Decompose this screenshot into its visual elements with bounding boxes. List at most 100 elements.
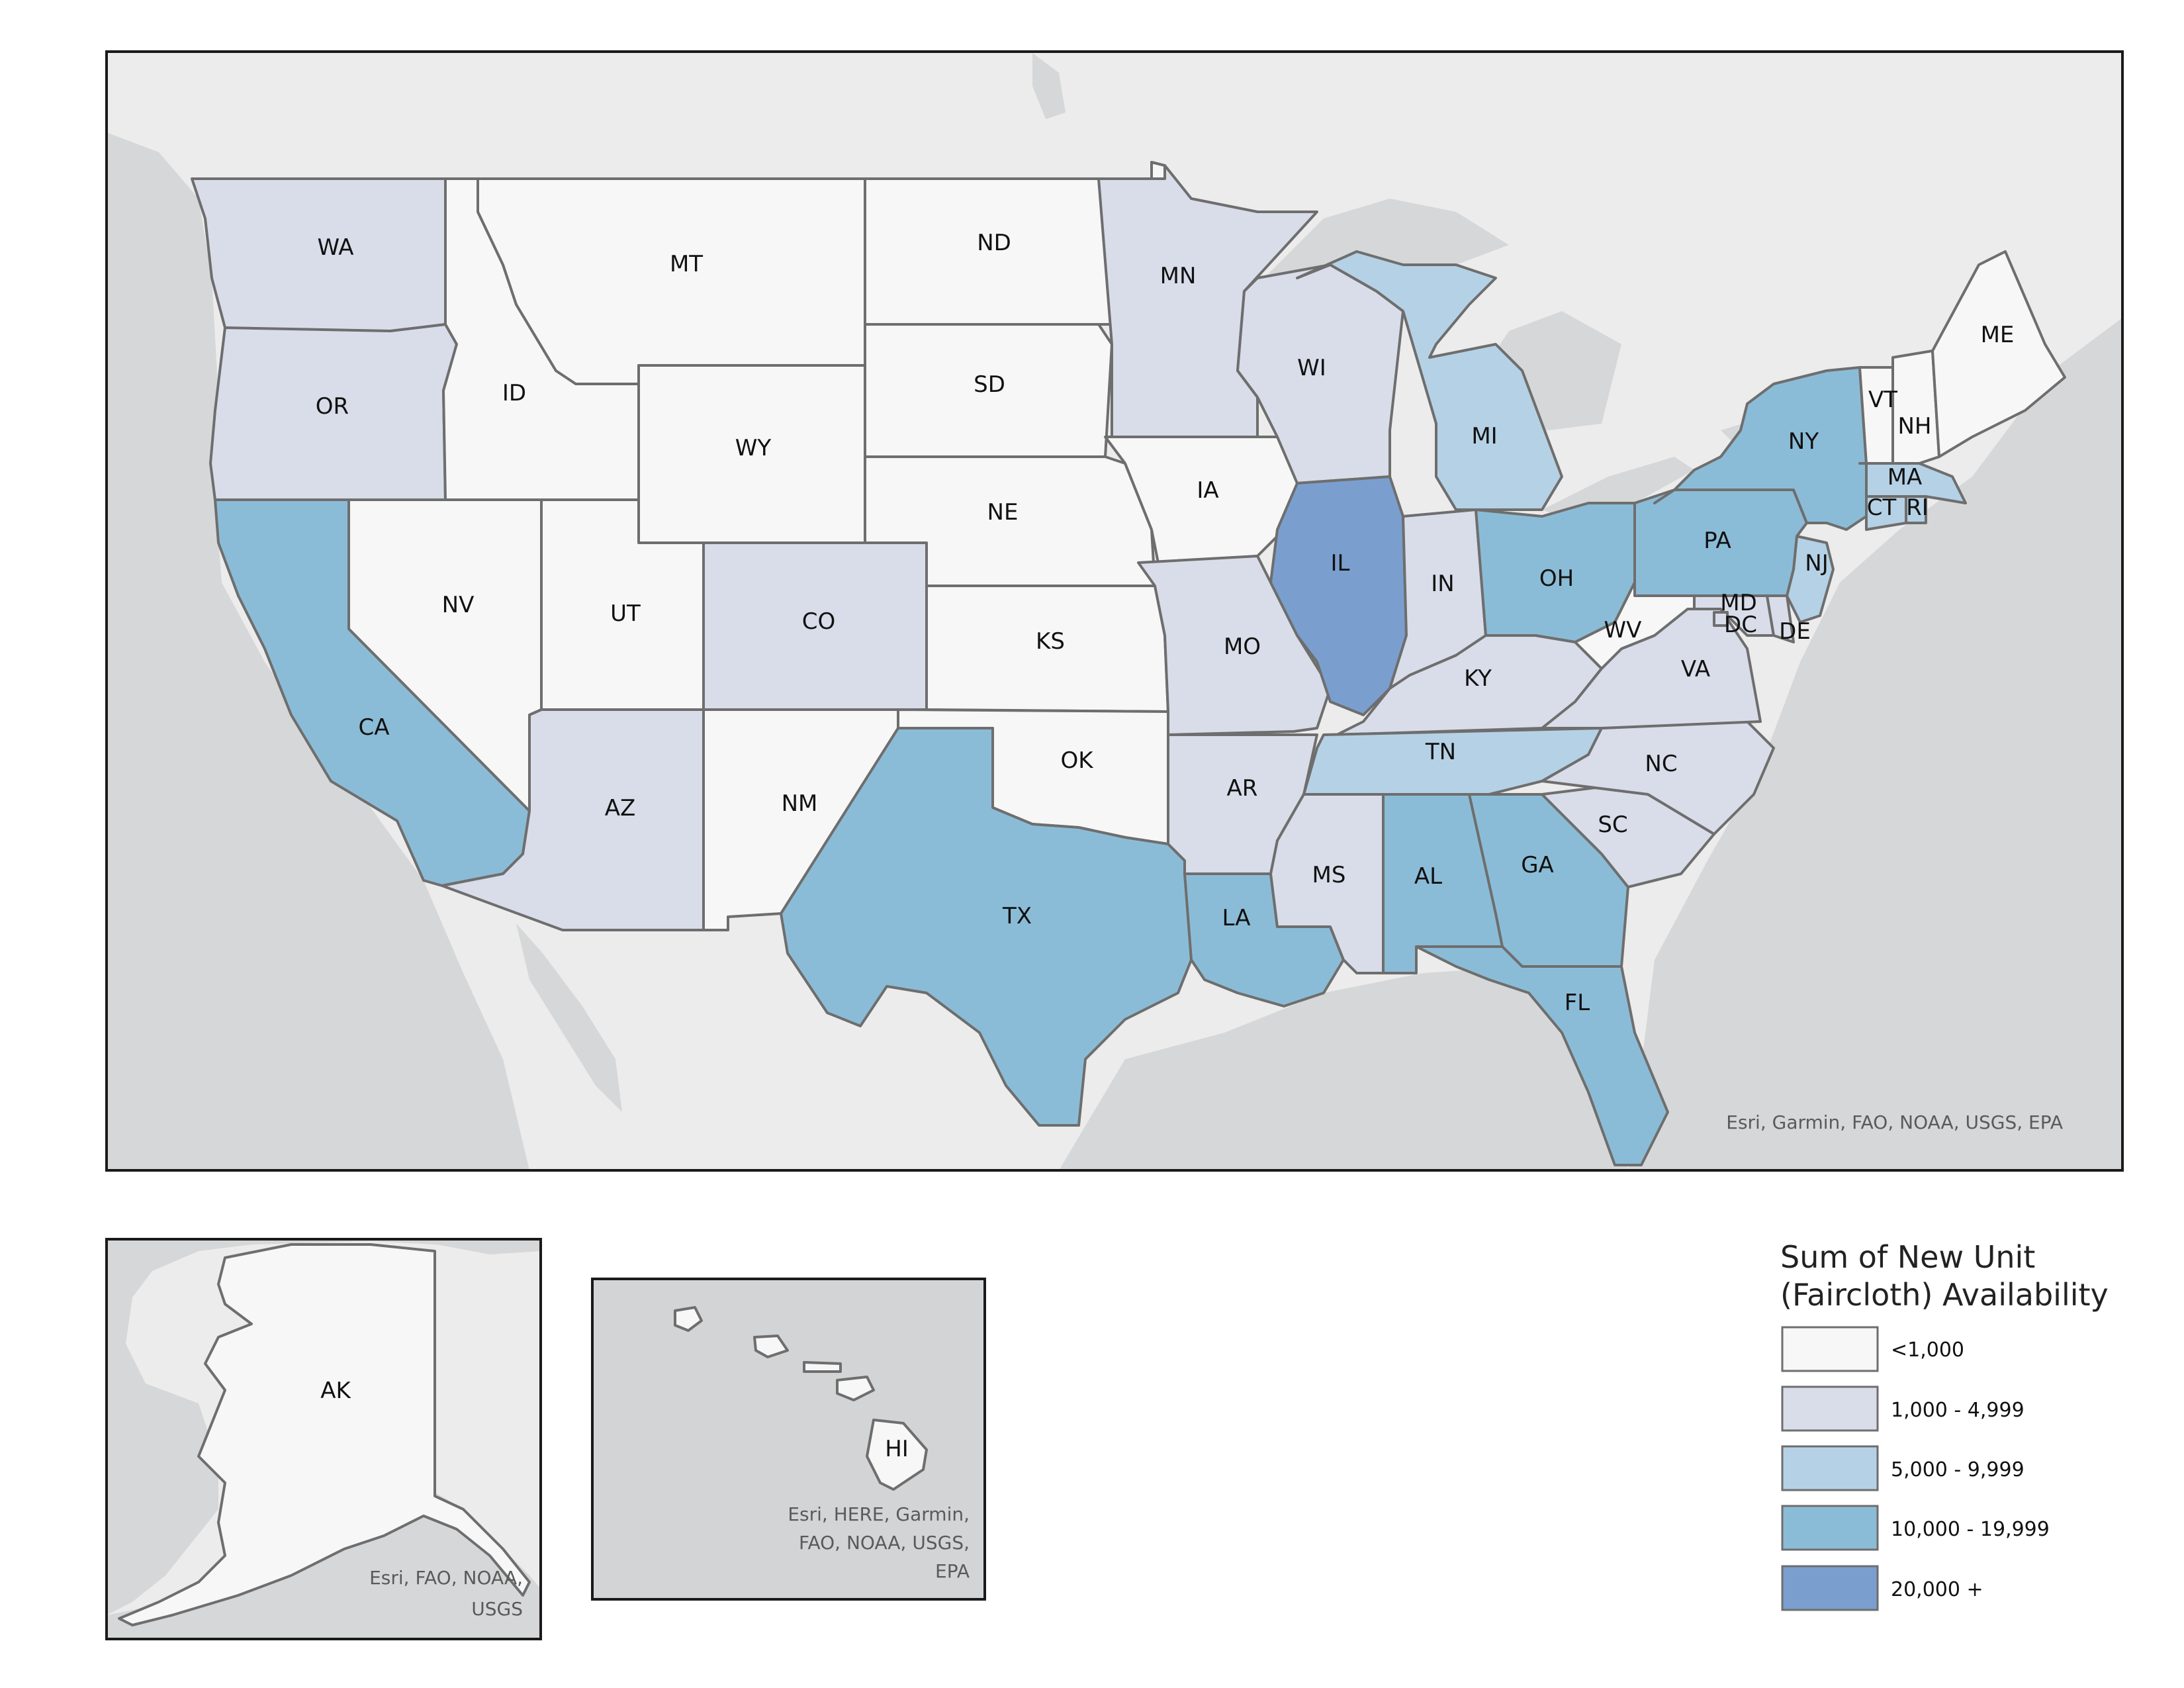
alaska-inset: AK Esri, FAO, NOAA, USGS [105,1238,542,1640]
label-IL: IL [1331,550,1350,577]
label-OR: OR [316,393,349,420]
label-TN: TN [1425,739,1456,765]
label-UT: UT [610,600,641,627]
hawaii-inset: HI Esri, HERE, Garmin, FAO, NOAA, USGS, … [591,1278,986,1601]
state-VT[interactable] [1858,366,1894,465]
label-MT: MT [670,251,703,277]
alaska-attribution-line2: USGS [471,1598,523,1620]
label-NV: NV [442,592,475,618]
legend-item: <1,000 [1781,1326,1964,1372]
label-ID: ID [502,380,526,406]
label-MO: MO [1224,633,1261,660]
state-MO[interactable] [1137,555,1332,736]
main-map-attribution: Esri, Garmin, FAO, NOAA, USGS, EPA [1726,1111,2063,1133]
hawaii-attribution-line2: FAO, NOAA, USGS, [799,1532,970,1554]
state-NC[interactable] [1541,720,1775,835]
alaska-inset-border [105,1238,542,1640]
label-SC: SC [1598,812,1627,838]
state-NH[interactable] [1891,350,1940,465]
state-FL[interactable] [1415,945,1669,1166]
label-HI: HI [885,1436,909,1462]
island-molokai [803,1361,842,1373]
label-ND: ND [977,230,1011,256]
label-SD: SD [974,371,1005,398]
legend: Sum of New Unit (Faircloth) Availability… [1780,1239,2109,1611]
state-MI[interactable] [1296,250,1563,511]
label-MA: MA [1888,464,1923,491]
label-AK: AK [320,1378,351,1404]
label-DC: DC [1724,612,1757,638]
state-AK[interactable] [118,1243,531,1626]
island-kauai [674,1306,703,1332]
label-CT: CT [1867,494,1897,521]
legend-label: <1,000 [1891,1338,1964,1362]
legend-item: 20,000 + [1781,1565,1983,1611]
legend-item: 5,000 - 9,999 [1781,1445,2025,1491]
label-FL: FL [1565,990,1590,1016]
state-IL[interactable] [1269,475,1408,716]
label-WY: WY [735,435,772,461]
hawaii-attribution-line3: EPA [935,1560,970,1582]
label-AR: AR [1227,775,1258,802]
label-MN: MN [1160,263,1197,289]
main-map-frame: WA OR CA ID NV MT WY UT AZ CO NM ND SD N… [105,50,2124,1172]
label-WV: WV [1604,617,1642,643]
legend-title-line2: (Faircloth) Availability [1780,1277,2109,1313]
label-MS: MS [1312,862,1346,888]
island-oahu [753,1335,789,1358]
hawaii-inset-border [591,1278,986,1601]
label-WI: WI [1297,355,1326,381]
state-DC[interactable] [1713,611,1729,627]
state-MA[interactable] [1858,462,1967,504]
label-GA: GA [1521,852,1554,878]
label-KY: KY [1464,665,1492,692]
state-ME[interactable] [1931,250,2066,458]
label-LA: LA [1222,905,1251,931]
label-NH: NH [1898,413,1932,440]
label-ME: ME [1981,322,2015,348]
label-RI: RI [1906,494,1929,521]
label-NM: NM [782,790,818,817]
legend-swatch [1781,1505,1879,1551]
label-KS: KS [1036,628,1065,655]
alaska-attribution-line1: Esri, FAO, NOAA, [369,1567,523,1589]
legend-swatch [1781,1326,1879,1372]
state-AZ[interactable] [441,708,705,931]
label-NE: NE [987,499,1019,526]
label-IA: IA [1197,477,1218,504]
states-layer [191,161,2066,1166]
legend-swatch [1781,1565,1879,1611]
label-TX: TX [1002,903,1032,929]
label-OH: OH [1539,565,1574,592]
label-WA: WA [317,234,353,261]
state-SD[interactable] [864,323,1113,458]
legend-label: 10,000 - 19,999 [1891,1518,2050,1541]
label-NC: NC [1645,751,1677,777]
legend-title-line1: Sum of New Unit [1780,1239,2035,1275]
legend-item: 10,000 - 19,999 [1781,1505,2050,1551]
label-NJ: NJ [1805,550,1828,577]
state-TX[interactable] [780,727,1193,1127]
legend-label: 5,000 - 9,999 [1891,1458,2025,1481]
legend-label: 1,000 - 4,999 [1891,1399,2025,1422]
label-NY: NY [1788,428,1819,455]
label-DE: DE [1779,618,1811,645]
hawaii-attribution-line1: Esri, HERE, Garmin, [788,1503,970,1525]
label-CA: CA [359,714,390,741]
label-AL: AL [1414,863,1442,890]
label-AZ: AZ [605,795,636,821]
label-CO: CO [802,608,836,635]
label-VT: VT [1868,387,1897,413]
label-VA: VA [1681,656,1710,682]
legend-swatch [1781,1385,1879,1432]
label-PA: PA [1704,528,1731,554]
legend-item: 1,000 - 4,999 [1781,1385,2025,1432]
label-OK: OK [1060,747,1094,774]
label-MI: MI [1471,423,1497,449]
island-maui [836,1376,875,1401]
island-hawaii [866,1419,928,1491]
label-IN: IN [1431,571,1454,597]
legend-label: 20,000 + [1891,1578,1983,1601]
state-labels: WA OR CA ID NV MT WY UT AZ CO NM ND SD N… [316,230,2015,1016]
